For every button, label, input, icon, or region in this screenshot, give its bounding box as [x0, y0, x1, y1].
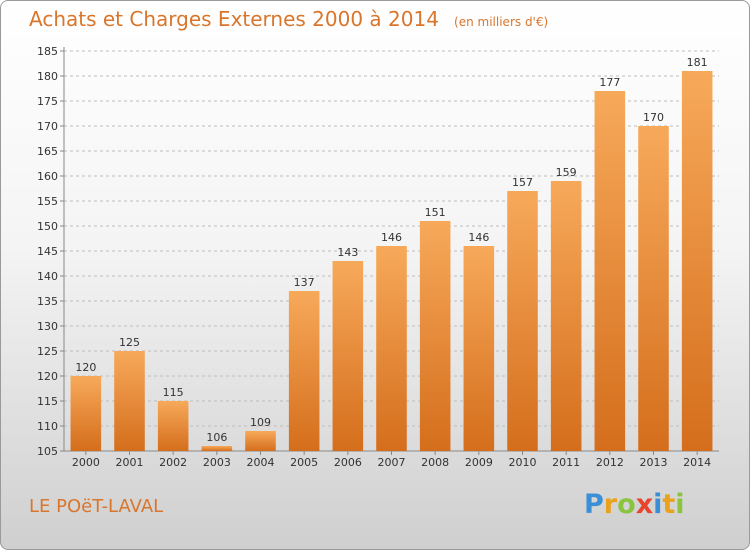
y-tick-label: 105 [37, 445, 58, 458]
x-tick-label: 2000 [72, 456, 100, 469]
bar [463, 246, 495, 451]
data-label: 146 [381, 231, 402, 244]
x-tick-label: 2003 [203, 456, 231, 469]
bar [507, 191, 538, 451]
logo-letter: i [653, 489, 663, 520]
proxiti-logo: Proxiti [584, 489, 685, 520]
data-label: 120 [75, 361, 96, 374]
label-layer: 120 2000 125 2001 115 2002 106 2003 109 2004 137 20… [72, 56, 711, 469]
bar [376, 246, 407, 451]
y-tick-label: 125 [37, 345, 58, 358]
logo-letter: i [675, 489, 685, 520]
x-tick-label: 2009 [465, 456, 493, 469]
bar [245, 431, 276, 451]
bar [550, 181, 582, 451]
logo-letter: o [617, 489, 636, 520]
x-tick-label: 2014 [683, 456, 711, 469]
y-tick-label: 150 [37, 220, 58, 233]
x-tick-label: 2004 [247, 456, 275, 469]
y-tick-label: 140 [37, 270, 58, 283]
logo-letter: t [662, 489, 676, 520]
y-tick-label: 160 [37, 170, 58, 183]
data-label: 143 [337, 246, 358, 259]
x-tick-label: 2007 [378, 456, 406, 469]
bar [594, 91, 626, 451]
y-tick-label: 110 [37, 420, 58, 433]
logo-letter: r [603, 489, 618, 520]
data-label: 151 [425, 206, 446, 219]
data-label: 146 [468, 231, 489, 244]
data-label: 125 [119, 336, 140, 349]
y-tick-label: 175 [37, 95, 58, 108]
title-line: Achats et Charges Externes 2000 à 2014 (… [29, 7, 548, 31]
data-label: 137 [294, 276, 315, 289]
data-label: 170 [643, 111, 664, 124]
commune-name: LE POëT-LAVAL [29, 496, 164, 517]
y-tick-label: 120 [37, 370, 58, 383]
y-tick-label: 155 [37, 195, 58, 208]
y-tick-label: 115 [37, 395, 58, 408]
x-tick-label: 2012 [596, 456, 624, 469]
bar-layer [70, 71, 713, 451]
chart-title: Achats et Charges Externes 2000 à 2014 [29, 7, 439, 31]
data-label: 157 [512, 176, 533, 189]
data-label: 109 [250, 416, 271, 429]
logo-letter: P [584, 489, 604, 520]
data-label: 177 [599, 76, 620, 89]
x-tick-label: 2006 [334, 456, 362, 469]
x-tick-label: 2008 [421, 456, 449, 469]
data-label: 115 [163, 386, 184, 399]
data-label: 159 [556, 166, 577, 179]
bar [681, 71, 713, 451]
bar [157, 401, 189, 451]
bar [70, 376, 102, 451]
axis-layer: 105 110 115 120 125 130 135 140 145 150 155 160 165 1… [37, 45, 719, 458]
y-tick-label: 135 [37, 295, 58, 308]
bar [419, 221, 451, 451]
data-label: 181 [687, 56, 708, 69]
x-tick-label: 2001 [116, 456, 144, 469]
bar [288, 291, 320, 451]
x-tick-label: 2002 [159, 456, 187, 469]
logo-letter: x [635, 489, 654, 520]
x-tick-label: 2010 [509, 456, 537, 469]
y-tick-label: 145 [37, 245, 58, 258]
bar [201, 446, 233, 451]
data-label: 106 [206, 431, 227, 444]
y-tick-label: 165 [37, 145, 58, 158]
bar [114, 351, 145, 451]
x-tick-label: 2005 [290, 456, 318, 469]
y-tick-label: 180 [37, 70, 58, 83]
y-tick-label: 170 [37, 120, 58, 133]
x-tick-label: 2013 [640, 456, 668, 469]
chart-subtitle: (en milliers d'€) [454, 15, 549, 29]
y-tick-label: 130 [37, 320, 58, 333]
bar [638, 126, 669, 451]
bar [332, 261, 364, 451]
x-tick-label: 2011 [552, 456, 580, 469]
y-tick-label: 185 [37, 45, 58, 58]
